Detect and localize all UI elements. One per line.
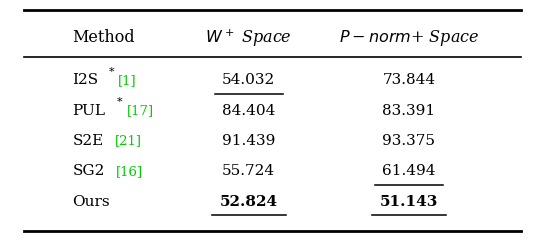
Text: [1]: [1] bbox=[118, 74, 137, 87]
Text: *: * bbox=[109, 67, 114, 77]
Text: Ours: Ours bbox=[72, 195, 110, 209]
Text: $W^+$ Space: $W^+$ Space bbox=[205, 27, 292, 49]
Text: SG2: SG2 bbox=[72, 164, 105, 178]
Text: *: * bbox=[117, 97, 123, 107]
Text: 55.724: 55.724 bbox=[222, 164, 275, 178]
Text: I2S: I2S bbox=[72, 73, 98, 87]
Text: S2E: S2E bbox=[72, 134, 104, 148]
Text: $P-norm$+ Space: $P-norm$+ Space bbox=[339, 28, 479, 48]
Text: 51.143: 51.143 bbox=[380, 195, 438, 209]
Text: Method: Method bbox=[72, 30, 135, 46]
Text: 52.824: 52.824 bbox=[220, 195, 278, 209]
Text: 91.439: 91.439 bbox=[222, 134, 275, 148]
Text: 54.032: 54.032 bbox=[222, 73, 275, 87]
Text: 61.494: 61.494 bbox=[382, 164, 436, 178]
Text: [17]: [17] bbox=[127, 104, 154, 117]
Text: 93.375: 93.375 bbox=[382, 134, 435, 148]
Text: [21]: [21] bbox=[115, 134, 142, 148]
Text: 83.391: 83.391 bbox=[382, 104, 436, 118]
Text: 73.844: 73.844 bbox=[382, 73, 436, 87]
Text: 84.404: 84.404 bbox=[222, 104, 275, 118]
Text: [16]: [16] bbox=[116, 165, 144, 178]
Text: PUL: PUL bbox=[72, 104, 105, 118]
